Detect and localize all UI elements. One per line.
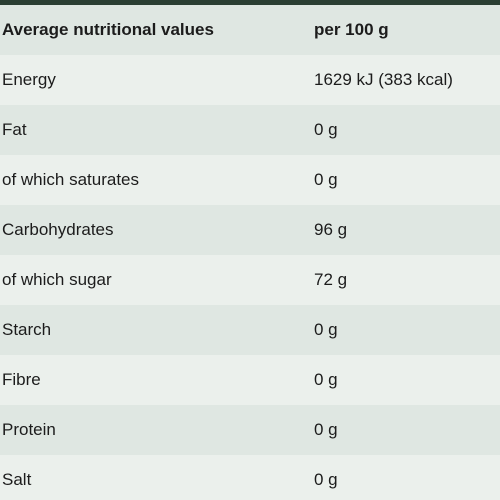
nutrient-value: 0 g: [314, 120, 338, 139]
nutrient-value: 96 g: [314, 220, 348, 239]
nutrient-value: 0 g: [314, 420, 338, 439]
header-nutrient-label: Average nutritional values: [2, 20, 214, 39]
header-per-100g-label: per 100 g: [314, 20, 389, 39]
nutrient-value: 0 g: [314, 170, 338, 189]
nutrient-value: 1629 kJ (383 kcal): [314, 70, 453, 89]
top-divider-bar: [0, 0, 500, 5]
table-row: of which saturates 0 g: [0, 155, 500, 205]
table-row: Fibre 0 g: [0, 355, 500, 405]
nutrient-name: of which saturates: [2, 170, 140, 189]
table-row: Starch 0 g: [0, 305, 500, 355]
nutrient-name: Energy: [2, 70, 56, 89]
nutrient-name: Starch: [2, 320, 52, 339]
nutrient-name: Protein: [2, 420, 56, 439]
nutrition-table: Average nutritional values per 100 g Ene…: [0, 5, 500, 500]
nutrient-value: 72 g: [314, 270, 348, 289]
nutrient-name: Fat: [2, 120, 27, 139]
table-row: of which sugar 72 g: [0, 255, 500, 305]
nutrient-name: Carbohydrates: [2, 220, 114, 239]
nutrient-name: of which sugar: [2, 270, 112, 289]
table-row: Fat 0 g: [0, 105, 500, 155]
nutrient-value: 0 g: [314, 320, 338, 339]
table-row: Energy 1629 kJ (383 kcal): [0, 55, 500, 105]
nutrient-name: Fibre: [2, 370, 41, 389]
table-row: Carbohydrates 96 g: [0, 205, 500, 255]
table-row: Protein 0 g: [0, 405, 500, 455]
table-row: Salt 0 g: [0, 455, 500, 500]
nutrient-name: Salt: [2, 470, 32, 489]
nutrient-value: 0 g: [314, 470, 338, 489]
nutrient-value: 0 g: [314, 370, 338, 389]
table-header-row: Average nutritional values per 100 g: [0, 5, 500, 55]
